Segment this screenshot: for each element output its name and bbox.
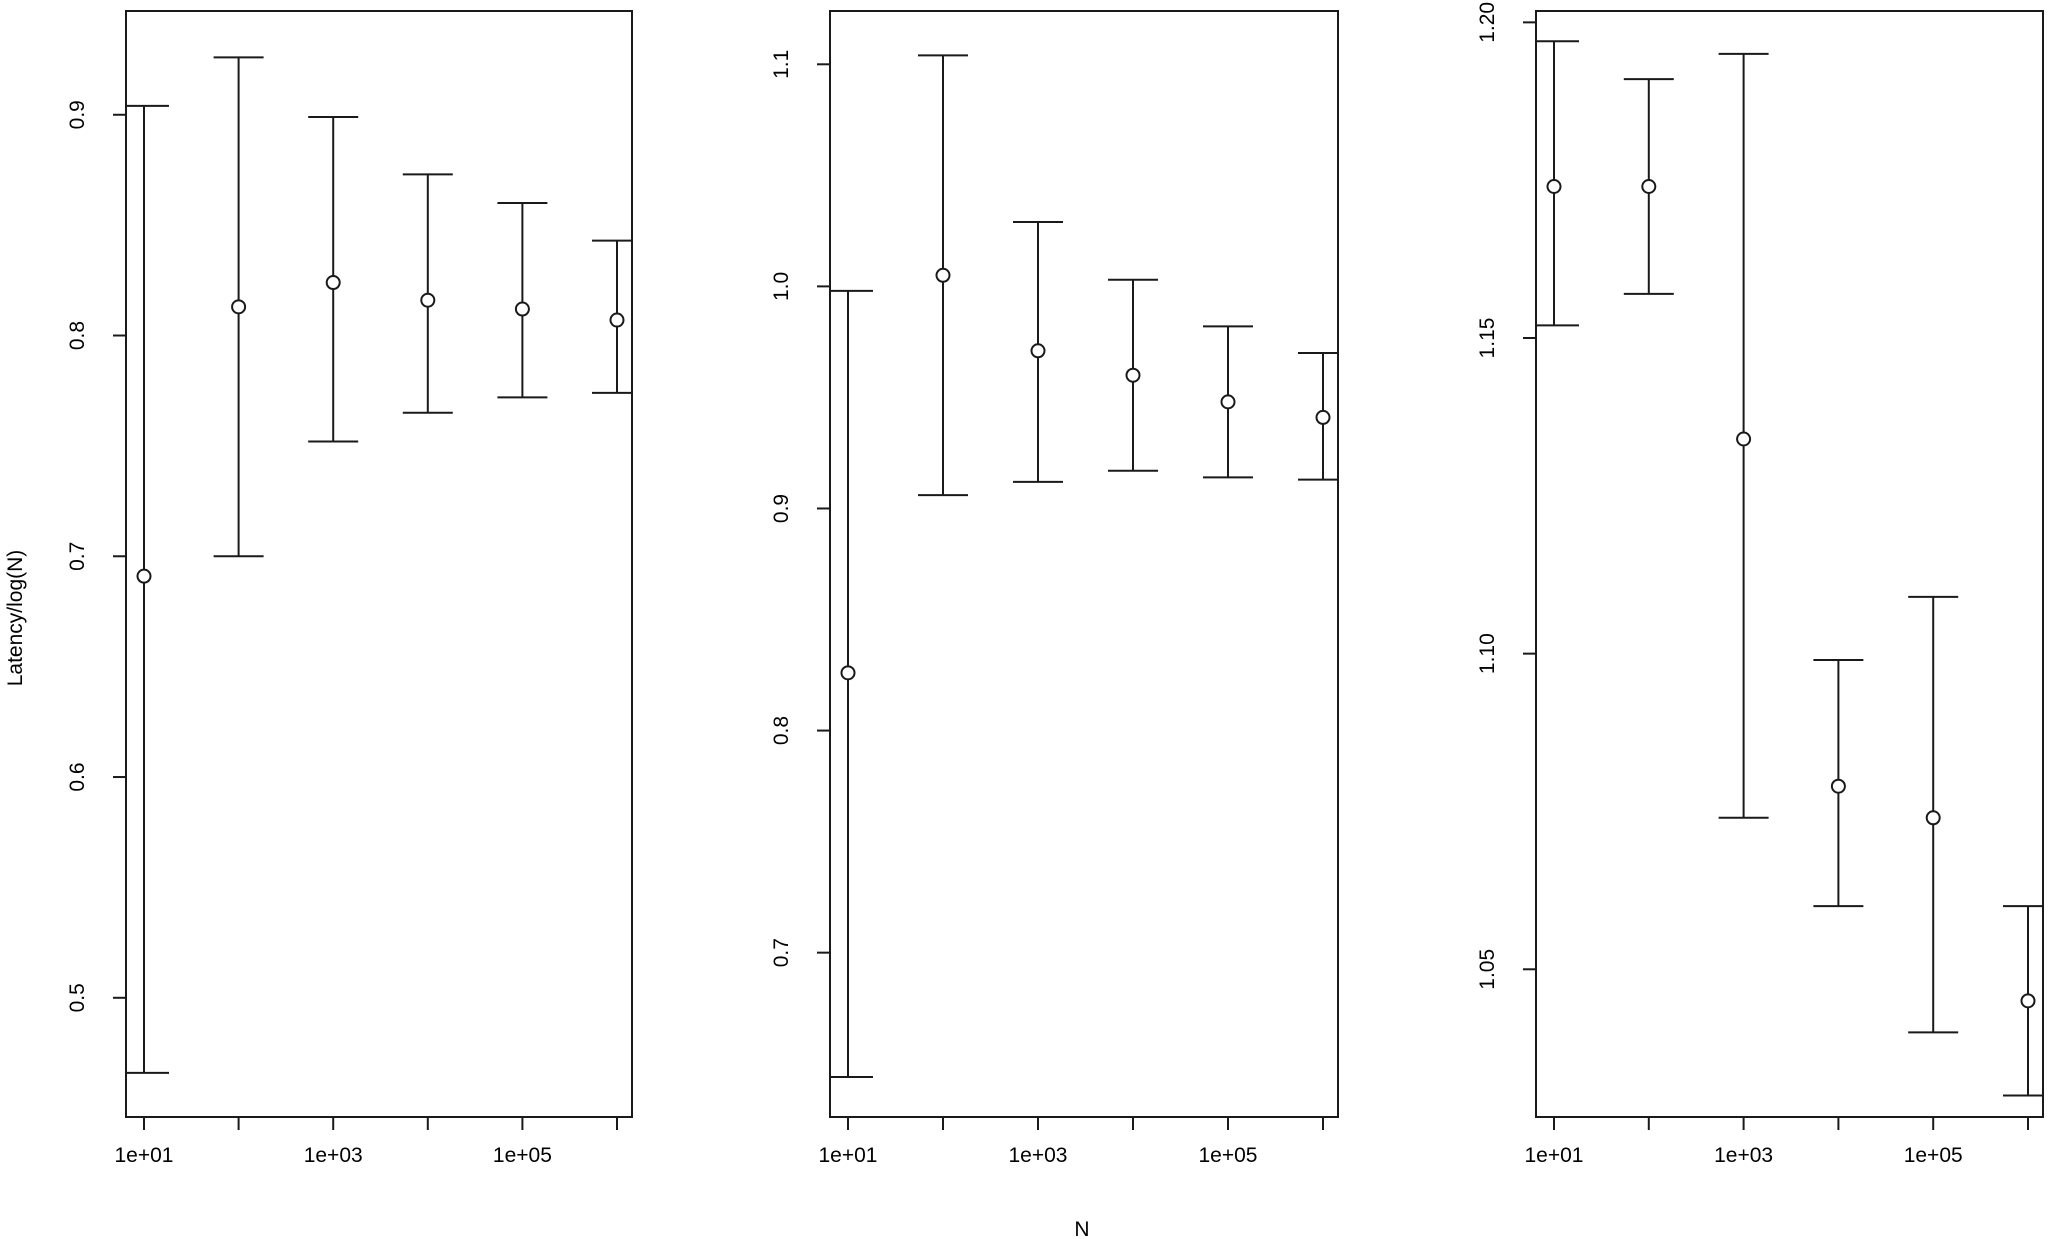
y-tick-label: 0.7 — [66, 542, 89, 571]
data-point — [231, 299, 247, 315]
data-point — [1125, 367, 1141, 383]
x-tick-label: 1e+03 — [304, 1144, 363, 1167]
data-point — [1925, 810, 1941, 826]
data-point — [935, 267, 951, 283]
data-point — [1641, 178, 1657, 194]
y-axis-label: Latency/log(N) — [4, 550, 27, 687]
data-point — [1220, 394, 1236, 410]
data-point — [514, 301, 530, 317]
data-point — [325, 275, 341, 291]
data-point — [2020, 993, 2036, 1009]
data-point — [420, 292, 436, 308]
data-area — [1536, 40, 2043, 1097]
y-tick-label: 0.8 — [66, 321, 89, 350]
chart-panel-2: 1e+01 1e+03 1e+05 0.7 0.8 0.9 1.0 1.1 — [770, 10, 1339, 1167]
y-tick-label: 0.9 — [770, 494, 793, 523]
y-tick-label: 1.20 — [1476, 2, 1499, 43]
y-tick-label: 0.6 — [66, 762, 89, 791]
y-tick-label: 1.1 — [770, 50, 793, 79]
data-area — [830, 54, 1338, 1079]
data-point — [840, 665, 856, 681]
x-tick-label: 1e+01 — [819, 1144, 878, 1167]
x-tick-label: 1e+03 — [1714, 1144, 1773, 1167]
y-tick-label: 1.15 — [1476, 318, 1499, 359]
x-tick-label: 1e+05 — [493, 1144, 552, 1167]
plot-frame — [125, 10, 633, 1118]
x-axis-label: N — [1074, 1218, 1089, 1239]
data-point — [136, 568, 152, 584]
y-tick-label: 1.0 — [770, 272, 793, 301]
chart-panel-3: 1e+01 1e+03 1e+05 1.05 1.10 1.15 1.20 — [1476, 2, 2044, 1167]
x-tick-label: 1e+01 — [115, 1144, 174, 1167]
y-tick-label: 0.7 — [770, 938, 793, 967]
data-point — [1830, 778, 1846, 794]
data-point — [609, 312, 625, 328]
x-tick-label: 1e+05 — [1199, 1144, 1258, 1167]
plot-frame — [829, 10, 1339, 1118]
y-tick-label: 0.5 — [66, 983, 89, 1012]
y-tick-label: 0.8 — [770, 716, 793, 745]
y-tick-label: 1.10 — [1476, 633, 1499, 674]
plot-frame — [1535, 10, 2044, 1118]
x-tick-label: 1e+03 — [1009, 1144, 1068, 1167]
x-tick-label: 1e+05 — [1904, 1144, 1963, 1167]
data-point — [1736, 431, 1752, 447]
y-tick-label: 1.05 — [1476, 949, 1499, 990]
data-point — [1030, 343, 1046, 359]
data-area — [126, 56, 632, 1074]
data-point — [1546, 178, 1562, 194]
x-tick-label: 1e+01 — [1525, 1144, 1584, 1167]
chart-panel-1: 1e+01 1e+03 1e+05 0.5 0.6 0.7 0.8 0.9 — [66, 10, 633, 1167]
data-point — [1315, 409, 1331, 425]
y-tick-label: 0.9 — [66, 100, 89, 129]
